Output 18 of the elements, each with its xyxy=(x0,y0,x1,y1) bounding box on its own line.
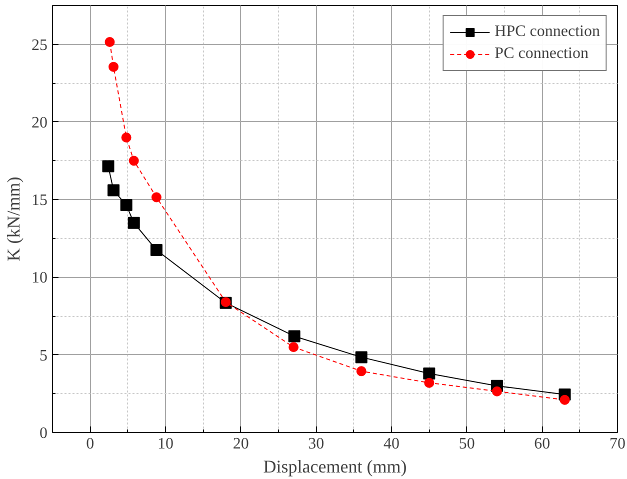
y-tick-label: 0 xyxy=(40,425,48,442)
y-tick-label: 5 xyxy=(40,347,48,364)
x-tick-label: 50 xyxy=(458,436,475,452)
y-tick-label: 20 xyxy=(32,114,48,132)
x-tick-label: 60 xyxy=(534,436,550,452)
legend-label: PC connection xyxy=(494,45,588,63)
x-tick-label: 40 xyxy=(384,436,400,452)
x-tick-label: 10 xyxy=(158,436,174,452)
x-tick-label: 20 xyxy=(232,436,249,452)
x-axis-title: Displacement (mm) xyxy=(263,456,407,476)
y-tick-label: 10 xyxy=(32,270,48,287)
y-tick-label: 15 xyxy=(32,192,48,210)
x-tick-label: 0 xyxy=(86,436,94,452)
y-axis-title: K (kN/mm) xyxy=(4,176,24,262)
x-tick-label: 70 xyxy=(610,436,626,452)
x-tick-label: 30 xyxy=(308,436,324,452)
y-tick-label: 25 xyxy=(32,36,48,54)
legend-label: HPC connection xyxy=(494,23,600,41)
